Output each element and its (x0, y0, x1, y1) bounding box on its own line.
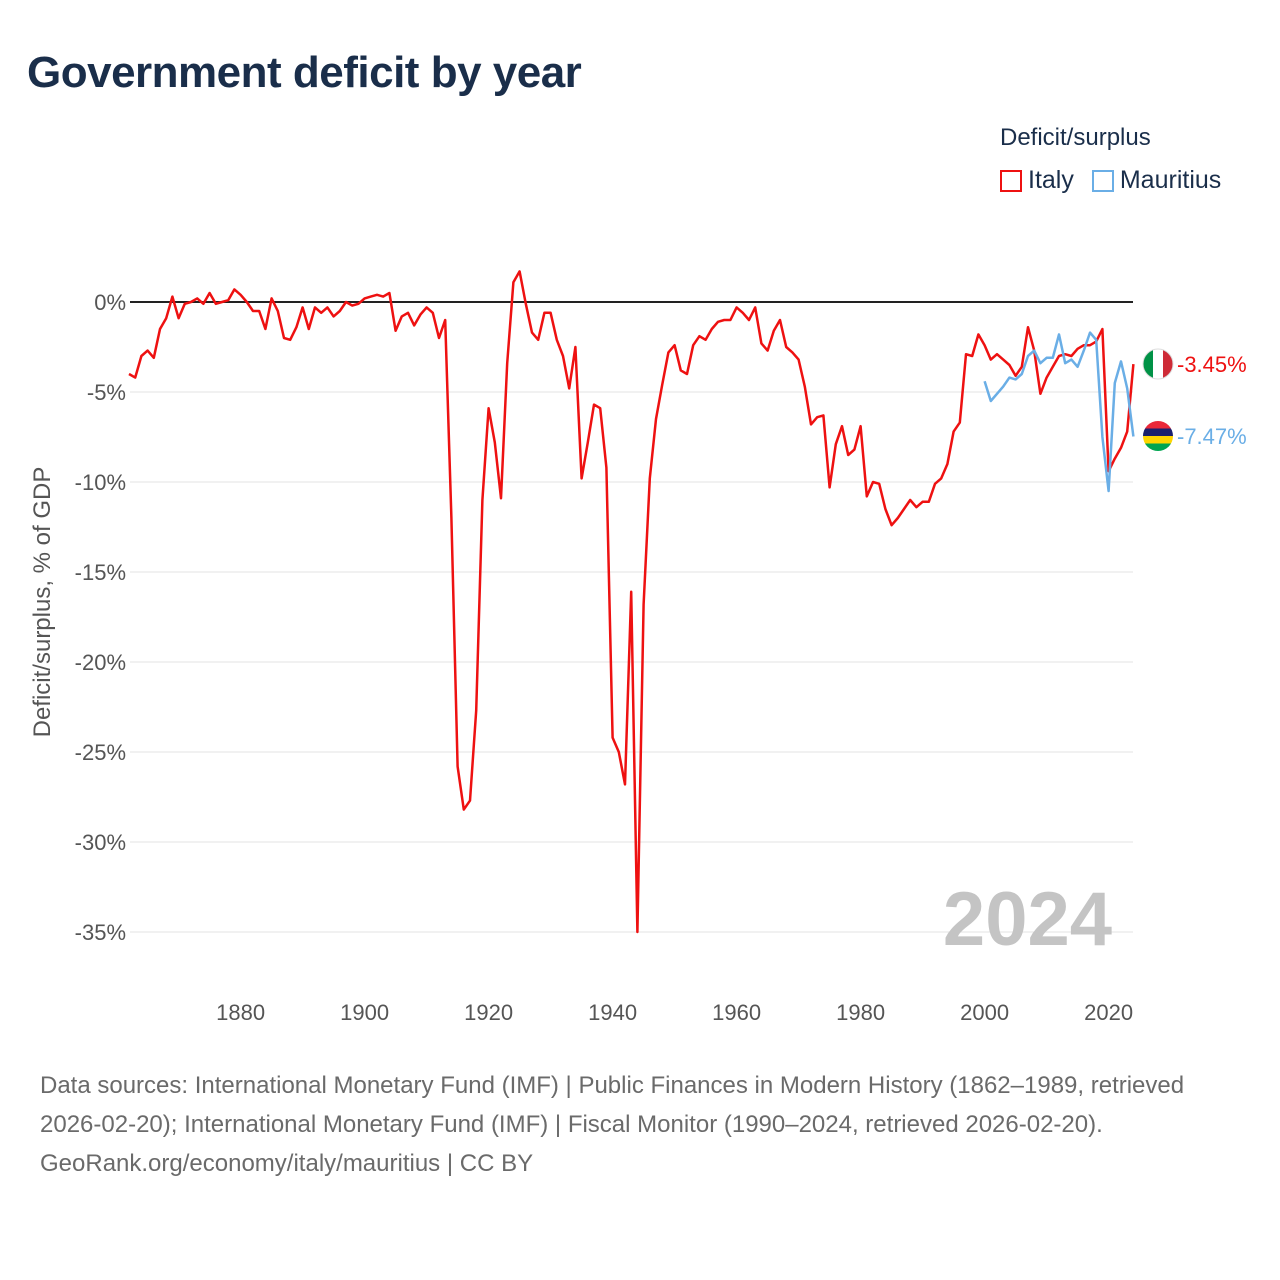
y-tick-label: -35% (75, 920, 126, 945)
legend-title: Deficit/surplus (1000, 124, 1151, 151)
legend-item-mauritius[interactable]: Mauritius (1091, 166, 1222, 195)
data-sources: Data sources: International Monetary Fun… (40, 1072, 1185, 1138)
x-tick-label: 1940 (588, 1000, 637, 1025)
x-tick-label: 1980 (836, 1000, 885, 1025)
x-tick-label: 2020 (1084, 1000, 1133, 1025)
series-line-italy (128, 270, 1135, 934)
x-tick-label: 1900 (340, 1000, 389, 1025)
x-tick-label: 1920 (464, 1000, 513, 1025)
x-tick-label: 1960 (712, 1000, 761, 1025)
year-watermark: 2024 (943, 877, 1112, 962)
footer: Data sources: International Monetary Fun… (40, 1066, 1250, 1183)
y-tick-label: -10% (75, 470, 126, 495)
y-axis-title: Deficit/surplus, % of GDP (29, 467, 56, 738)
y-tick-label: 0% (94, 290, 126, 315)
x-tick-label: 1880 (216, 1000, 265, 1025)
series-line-mauritius (983, 331, 1135, 493)
y-tick-label: -5% (87, 380, 126, 405)
mauritius-flag-icon (1143, 421, 1173, 451)
y-tick-label: -20% (75, 650, 126, 675)
y-tick-label: -25% (75, 740, 126, 765)
legend-label-mauritius: Mauritius (1119, 166, 1222, 194)
legend: Deficit/surplus Italy Mauritius (1000, 124, 1221, 195)
page-title: Government deficit by year (27, 48, 582, 97)
legend-label-italy: Italy (1028, 166, 1074, 194)
legend-swatch-mauritius (1091, 169, 1114, 192)
credit-link[interactable]: GeoRank.org/economy/italy/mauritius | CC… (40, 1150, 534, 1177)
italy-flag-icon (1142, 348, 1174, 380)
legend-swatch-italy (1000, 169, 1022, 192)
x-tick-label: 2000 (960, 1000, 1009, 1025)
y-tick-label: -30% (75, 830, 126, 855)
line-chart: 0% -5% -10% -15% -20% -25% -30% -35% 1880 1900 19… (29, 270, 1247, 1025)
legend-item-italy[interactable]: Italy (1000, 166, 1074, 195)
y-tick-label: -15% (75, 560, 126, 585)
mauritius-end-label: -7.47% (1177, 424, 1247, 449)
italy-end-label: -3.45% (1177, 352, 1247, 377)
